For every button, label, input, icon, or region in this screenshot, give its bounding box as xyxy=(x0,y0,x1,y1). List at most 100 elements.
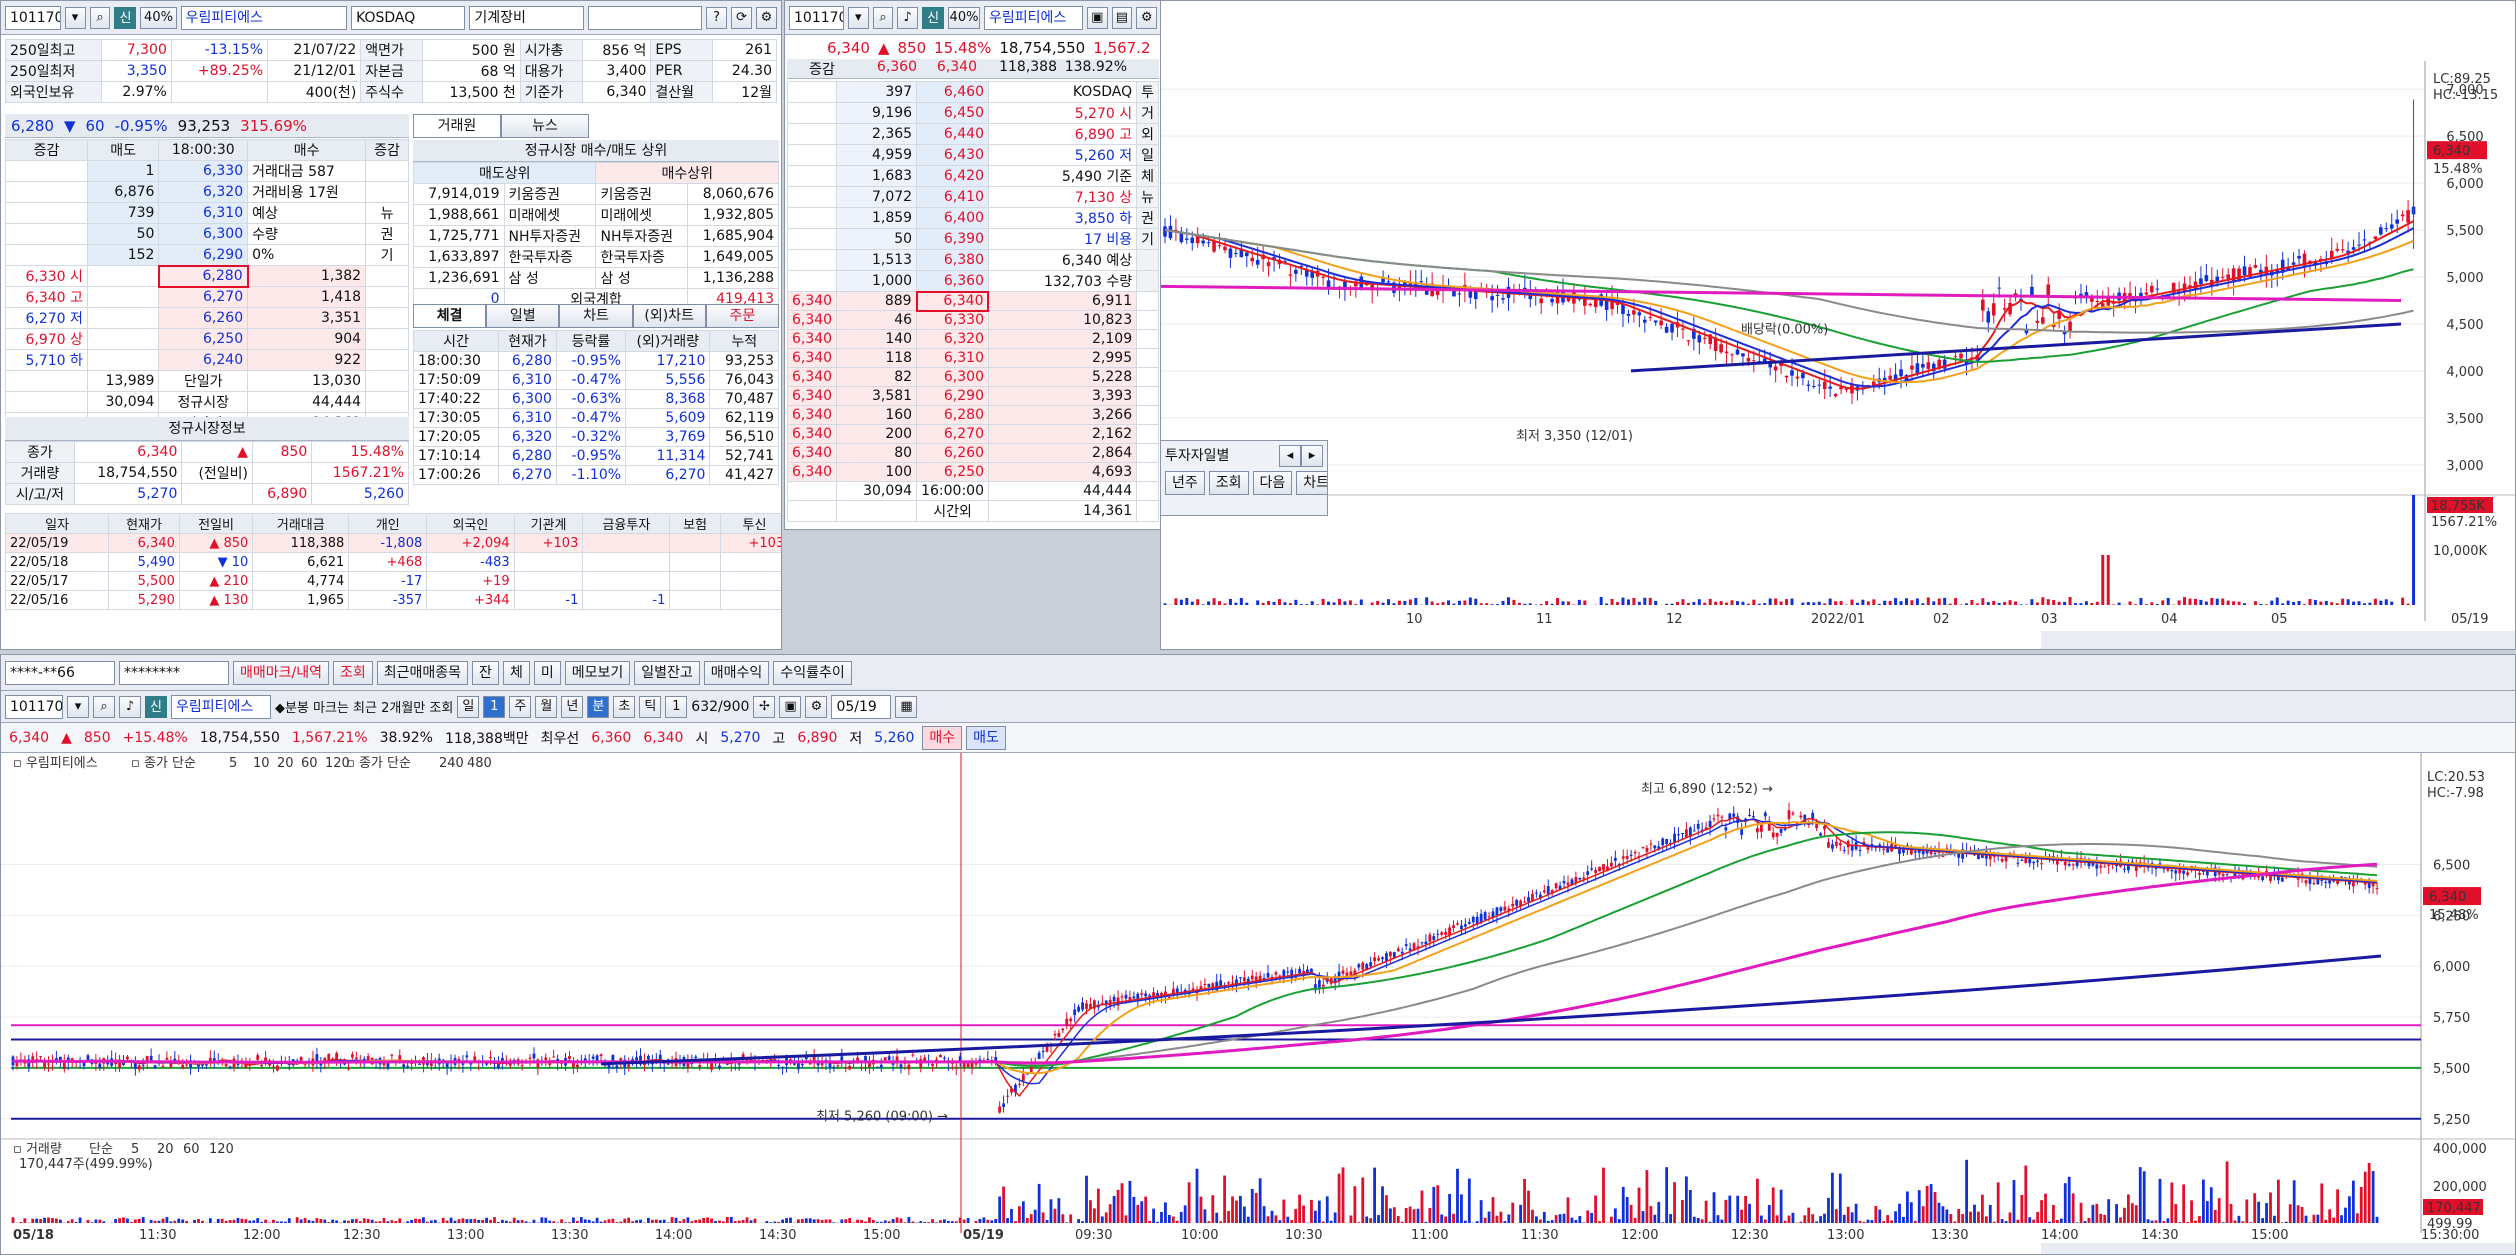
ob-ticker-name[interactable]: 우림피티에스 xyxy=(983,5,1083,30)
period-button[interactable]: 년 xyxy=(561,695,584,718)
help-icon[interactable]: ? xyxy=(706,6,728,29)
ask-row[interactable]: 1 6,330 거래대금 587 xyxy=(5,160,409,182)
chart-scroll-toolbar[interactable] xyxy=(2041,1243,2516,1255)
ob-side-tab[interactable]: 기 xyxy=(1136,228,1159,250)
intraday-toolbar-item[interactable]: 매매마크/내역 xyxy=(233,660,329,685)
period-button[interactable]: 초 xyxy=(613,695,636,718)
search-icon[interactable]: ⌕ xyxy=(872,6,894,29)
bid-row[interactable]: 6,270 저 6,260 3,351 xyxy=(5,307,409,329)
save-icon[interactable]: ▣ xyxy=(779,695,802,718)
intraday-toolbar-item[interactable]: 미 xyxy=(533,660,561,685)
intraday-ticker-item[interactable]: ⌕ xyxy=(93,695,115,718)
settings-icon[interactable]: ⚙ xyxy=(805,695,828,718)
trade-tab[interactable]: 일별 xyxy=(486,304,560,328)
ask-row[interactable]: 50 6,300 수량 권 xyxy=(5,223,409,245)
intraday-ticker-item[interactable]: 101170 xyxy=(5,694,63,719)
period-button[interactable]: 틱 xyxy=(639,695,662,718)
ob-bid-row[interactable]: 6,340 118 6,310 2,995 xyxy=(786,348,1159,368)
ticker-code-input[interactable]: 101170 xyxy=(5,5,61,30)
ticker-name[interactable]: 우림피티에스 xyxy=(180,5,348,30)
intraday-toolbar-item[interactable]: 잔 xyxy=(472,660,499,685)
ob-ask-row[interactable]: 1,683 6,420 5,490 기준 체 xyxy=(786,165,1159,187)
broker-row[interactable]: 1,988,661 미래에셋 미래에셋 1,932,805 xyxy=(413,204,779,226)
broker-row[interactable]: 1,633,897 한국투자증 한국투자증 1,649,005 xyxy=(413,246,779,268)
investor-row[interactable]: 22/05/185,490▼ 106,621+468-483+15 xyxy=(4,552,781,572)
popup-tab-next[interactable]: 다음 xyxy=(1252,471,1293,495)
tab-broker[interactable]: 거래원 xyxy=(413,114,501,138)
period-button[interactable]: 1 xyxy=(665,695,688,718)
period-button[interactable]: 분 xyxy=(587,695,610,718)
investor-row[interactable]: 22/05/19 6,340 ▲ 850 118,388 -1,808 +2,094 +10… xyxy=(4,533,781,553)
trade-tab[interactable]: (외)차트 xyxy=(632,304,706,328)
side-tab[interactable] xyxy=(365,160,409,182)
ob-side-tab[interactable]: 체 xyxy=(1136,165,1159,187)
ask-row[interactable]: 152 6,290 0% 기 xyxy=(5,244,409,266)
bid-row[interactable]: 6,970 상 6,250 904 xyxy=(5,328,409,350)
side-tab[interactable]: 뉴 xyxy=(365,202,409,224)
period-button[interactable]: 일 xyxy=(457,695,480,718)
trade-tab[interactable]: 체결 xyxy=(413,304,487,328)
intraday-toolbar-item[interactable]: 수익률추이 xyxy=(773,660,852,685)
ob-side-tab[interactable]: 거 xyxy=(1136,102,1159,124)
ob-bid-row[interactable]: 6,340 100 6,250 4,693 xyxy=(786,462,1159,482)
popup-tab-week[interactable]: 년주 xyxy=(1165,471,1205,495)
dropdown-icon[interactable]: ▾ xyxy=(847,6,869,29)
intraday-toolbar-item[interactable]: ******** xyxy=(119,660,229,685)
settings-icon[interactable]: ⚙ xyxy=(756,6,777,29)
period-button[interactable]: 월 xyxy=(535,695,558,718)
ob-bid-row[interactable]: 6,340 80 6,260 2,864 xyxy=(786,443,1159,463)
intraday-toolbar-item[interactable]: 매매수익 xyxy=(703,660,770,685)
window2-icon[interactable]: ▤ xyxy=(1111,6,1133,29)
refresh-icon[interactable]: ⟳ xyxy=(731,6,752,29)
search-icon[interactable]: ⌕ xyxy=(89,6,111,29)
window-icon[interactable]: ▣ xyxy=(1086,6,1108,29)
calendar-icon[interactable]: ▦ xyxy=(895,695,918,718)
ob-ask-row[interactable]: 1,513 6,380 6,340 예상 xyxy=(786,249,1159,271)
ob-side-tab[interactable] xyxy=(1136,270,1159,292)
side-tab[interactable] xyxy=(365,181,409,203)
intraday-toolbar-item[interactable]: 최근매매종목 xyxy=(376,660,469,685)
arrow-left-icon[interactable]: ◂ xyxy=(1279,445,1301,467)
sell-button[interactable]: 매도 xyxy=(966,725,1006,750)
bid-row[interactable]: 6,330 시 6,280 1,382 xyxy=(5,264,409,288)
daily-candle-chart[interactable]: 7,0006,5006,0005,5005,0004,5004,0003,500… xyxy=(1161,1,2516,650)
bid-row[interactable]: 5,710 하 6,240 922 xyxy=(5,349,409,371)
ob-side-tab[interactable]: 일 xyxy=(1136,144,1159,166)
ob-bid-row[interactable]: 6,340 200 6,270 2,162 xyxy=(786,424,1159,444)
ob-ask-row[interactable]: 50 6,390 17 비용 기 xyxy=(786,228,1159,250)
arrow-right-icon[interactable]: ▸ xyxy=(1301,445,1323,467)
ask-row[interactable]: 739 6,310 예상 뉴 xyxy=(5,202,409,224)
bid-row[interactable]: 6,340 고 6,270 1,418 xyxy=(5,286,409,308)
tab-news[interactable]: 뉴스 xyxy=(501,114,589,138)
settings-icon[interactable]: ⚙ xyxy=(1136,6,1158,29)
side-tab[interactable]: 권 xyxy=(365,223,409,245)
dropdown-icon[interactable]: ▾ xyxy=(64,6,86,29)
ob-side-tab[interactable]: 투 xyxy=(1136,81,1159,103)
ob-side-tab[interactable]: 외 xyxy=(1136,123,1159,145)
intraday-toolbar-item[interactable]: ****-**66 xyxy=(5,660,115,685)
ob-side-tab[interactable]: 뉴 xyxy=(1136,186,1159,208)
intraday-ticker-item[interactable]: ▾ xyxy=(67,695,89,718)
ob-bid-row[interactable]: 6,340 3,581 6,290 3,393 xyxy=(786,386,1159,406)
ob-bid-row[interactable]: 6,340 889 6,340 6,911 xyxy=(786,290,1159,312)
ob-bid-row[interactable]: 6,340 46 6,330 10,823 xyxy=(786,310,1159,330)
intraday-toolbar-item[interactable]: 조회 xyxy=(333,660,373,685)
crosshair-icon[interactable]: ✢ xyxy=(753,695,776,718)
ob-bid-row[interactable]: 6,340 160 6,280 3,266 xyxy=(786,405,1159,425)
trade-tab[interactable]: 주문 xyxy=(705,304,780,328)
intraday-ticker-item[interactable]: 신 xyxy=(145,695,167,718)
ob-ticker-code[interactable]: 101170 xyxy=(789,5,844,30)
broker-row[interactable]: 1,725,771 NH투자증권 NH투자증권 1,685,904 xyxy=(413,225,779,247)
ob-ask-row[interactable]: 397 6,460 KOSDAQ 투 xyxy=(786,81,1159,103)
side-tab[interactable]: 기 xyxy=(365,244,409,266)
ob-bid-row[interactable]: 6,340 82 6,300 5,228 xyxy=(786,367,1159,387)
popup-tab-chart[interactable]: 차트 xyxy=(1296,471,1327,495)
